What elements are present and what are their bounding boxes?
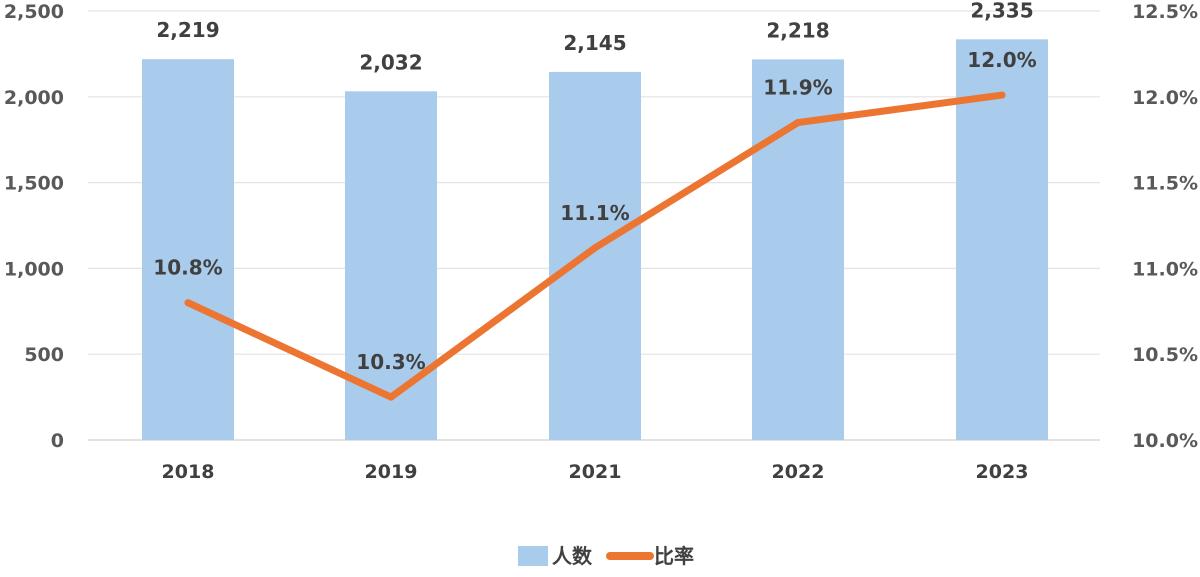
- line-series: 10.8% 10.3% 11.1% 11.9% 12.0%: [153, 48, 1037, 401]
- legend: 人数 比率: [518, 544, 694, 568]
- line-value-label: 12.0%: [967, 48, 1036, 72]
- category-label: 2018: [162, 461, 215, 483]
- category-label: 2022: [772, 461, 825, 483]
- bar: [142, 59, 234, 440]
- left-tick-label: 2,500: [4, 1, 64, 23]
- bar-value-label: 2,219: [156, 18, 219, 42]
- right-tick-label: 10.5%: [1132, 344, 1198, 366]
- bar-value-label: 2,218: [766, 18, 829, 42]
- left-tick-label: 500: [24, 344, 64, 366]
- left-tick-label: 0: [51, 430, 64, 452]
- line-point: [184, 299, 192, 307]
- right-tick-label: 11.5%: [1132, 173, 1198, 195]
- category-label: 2023: [976, 461, 1029, 483]
- right-tick-label: 12.5%: [1132, 1, 1198, 23]
- legend-bar-label: 人数: [552, 544, 593, 568]
- left-tick-label: 1,500: [4, 173, 64, 195]
- line-point: [387, 393, 395, 401]
- legend-line-label: 比率: [654, 544, 694, 568]
- category-label: 2019: [365, 461, 418, 483]
- line-value-label: 11.1%: [560, 201, 629, 225]
- category-label: 2021: [569, 461, 622, 483]
- line-value-label: 11.9%: [763, 76, 832, 100]
- line-point: [591, 244, 599, 252]
- left-tick-label: 1,000: [4, 258, 64, 280]
- right-axis: 10.0% 10.5% 11.0% 11.5% 12.0% 12.5%: [1132, 1, 1198, 452]
- line-value-label: 10.3%: [356, 350, 425, 374]
- left-axis: 0 500 1,000 1,500 2,000 2,500: [4, 1, 64, 452]
- bar-value-label: 2,145: [563, 31, 626, 55]
- line-point: [794, 119, 802, 127]
- left-tick-label: 2,000: [4, 87, 64, 109]
- legend-bar-swatch: [518, 546, 548, 566]
- bar-value-label: 2,032: [359, 50, 422, 74]
- right-tick-label: 12.0%: [1132, 87, 1198, 109]
- right-tick-label: 10.0%: [1132, 430, 1198, 452]
- bar: [345, 91, 437, 440]
- bar: [549, 71, 641, 440]
- line-value-label: 10.8%: [153, 256, 222, 280]
- category-axis: 2018 2019 2021 2022 2023: [162, 461, 1029, 483]
- line-point: [998, 91, 1006, 99]
- right-tick-label: 11.0%: [1132, 258, 1198, 280]
- bar: [956, 39, 1048, 441]
- bar-value-label: 2,335: [970, 0, 1033, 22]
